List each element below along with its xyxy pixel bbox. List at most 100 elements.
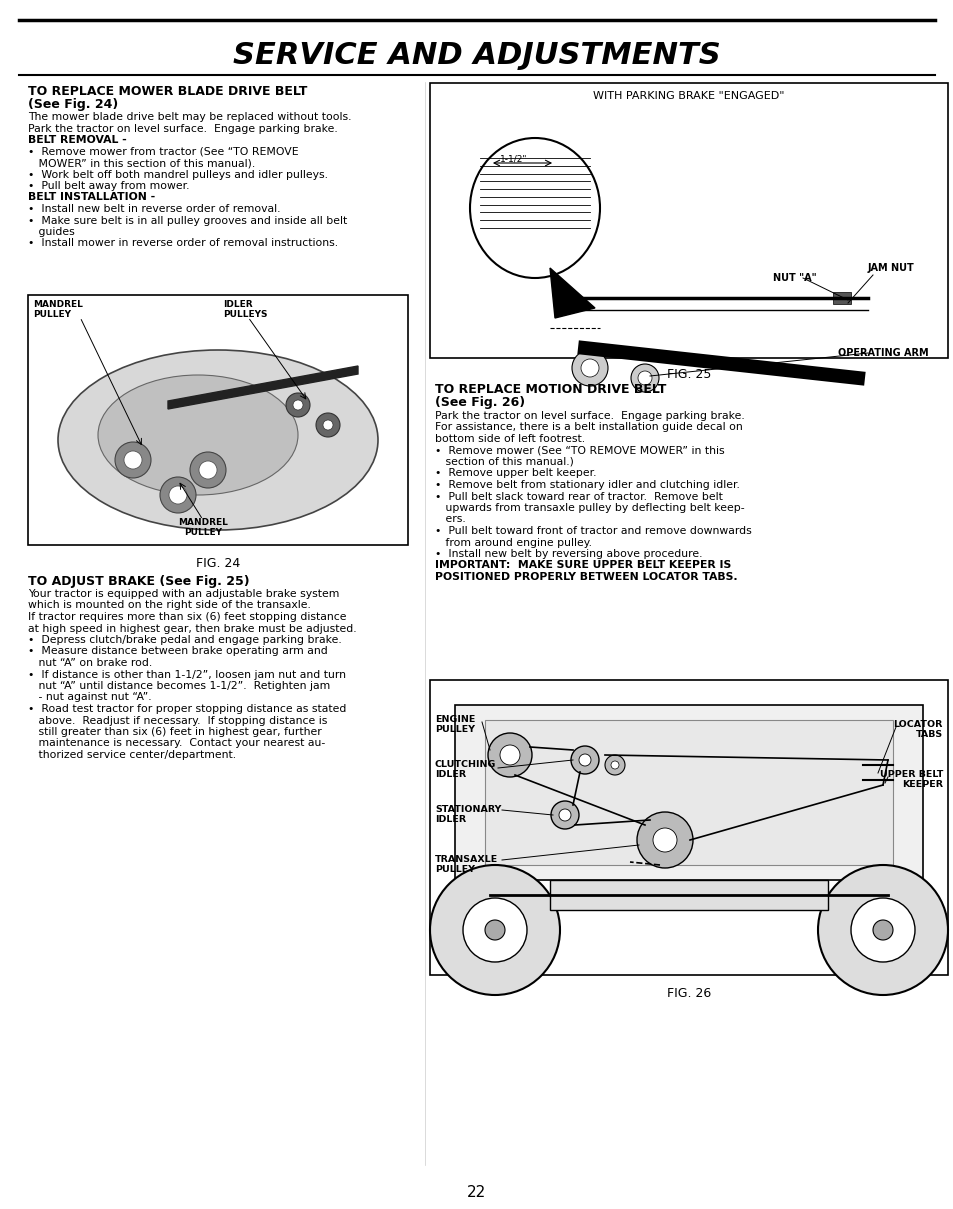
Circle shape bbox=[817, 864, 947, 995]
Text: MANDREL
PULLEY: MANDREL PULLEY bbox=[33, 300, 83, 319]
Text: For assistance, there is a belt installation guide decal on: For assistance, there is a belt installa… bbox=[435, 422, 742, 433]
Text: LOCATOR
TABS: LOCATOR TABS bbox=[893, 721, 942, 740]
Circle shape bbox=[286, 393, 310, 417]
Text: which is mounted on the right side of the transaxle.: which is mounted on the right side of th… bbox=[28, 601, 311, 611]
Text: IMPORTANT:  MAKE SURE UPPER BELT KEEPER IS: IMPORTANT: MAKE SURE UPPER BELT KEEPER I… bbox=[435, 561, 731, 571]
Text: •  Road test tractor for proper stopping distance as stated: • Road test tractor for proper stopping … bbox=[28, 704, 346, 715]
Text: from around engine pulley.: from around engine pulley. bbox=[435, 538, 592, 548]
Polygon shape bbox=[550, 268, 595, 318]
Circle shape bbox=[169, 486, 187, 504]
Text: nut “A” until distance becomes 1-1/2”.  Retighten jam: nut “A” until distance becomes 1-1/2”. R… bbox=[28, 681, 330, 692]
Circle shape bbox=[850, 898, 914, 962]
Text: nut “A” on brake rod.: nut “A” on brake rod. bbox=[28, 658, 152, 669]
Text: JAM NUT: JAM NUT bbox=[867, 264, 914, 273]
Circle shape bbox=[488, 733, 532, 777]
Circle shape bbox=[652, 828, 677, 852]
Text: FIG. 24: FIG. 24 bbox=[195, 557, 240, 569]
Circle shape bbox=[580, 359, 598, 377]
Text: maintenance is necessary.  Contact your nearest au-: maintenance is necessary. Contact your n… bbox=[28, 739, 325, 748]
Text: NUT "A": NUT "A" bbox=[772, 273, 816, 283]
Circle shape bbox=[551, 802, 578, 829]
Circle shape bbox=[315, 413, 339, 436]
Ellipse shape bbox=[470, 138, 599, 278]
Bar bbox=[484, 721, 892, 864]
Text: •  Install new belt by reversing above procedure.: • Install new belt by reversing above pr… bbox=[435, 549, 701, 559]
Text: upwards from transaxle pulley by deflecting belt keep-: upwards from transaxle pulley by deflect… bbox=[435, 503, 744, 513]
Text: OPERATING ARM: OPERATING ARM bbox=[837, 348, 927, 358]
Text: ers.: ers. bbox=[435, 515, 465, 525]
Circle shape bbox=[199, 461, 216, 479]
Text: thorized service center/department.: thorized service center/department. bbox=[28, 750, 236, 760]
Text: TO REPLACE MOTION DRIVE BELT: TO REPLACE MOTION DRIVE BELT bbox=[435, 383, 666, 397]
Circle shape bbox=[572, 349, 607, 386]
Text: SERVICE AND ADJUSTMENTS: SERVICE AND ADJUSTMENTS bbox=[233, 40, 720, 69]
Text: TO ADJUST BRAKE (See Fig. 25): TO ADJUST BRAKE (See Fig. 25) bbox=[28, 575, 250, 588]
Text: POSITIONED PROPERLY BETWEEN LOCATOR TABS.: POSITIONED PROPERLY BETWEEN LOCATOR TABS… bbox=[435, 572, 737, 582]
Text: 22: 22 bbox=[467, 1185, 486, 1201]
Text: •  Pull belt slack toward rear of tractor.  Remove belt: • Pull belt slack toward rear of tractor… bbox=[435, 492, 722, 502]
Circle shape bbox=[190, 452, 226, 488]
Text: CLUTCHING
IDLER: CLUTCHING IDLER bbox=[435, 760, 496, 780]
Text: IDLER
PULLEYS: IDLER PULLEYS bbox=[223, 300, 267, 319]
Text: •  Depress clutch/brake pedal and engage parking brake.: • Depress clutch/brake pedal and engage … bbox=[28, 635, 341, 644]
Polygon shape bbox=[168, 366, 357, 409]
Text: Your tractor is equipped with an adjustable brake system: Your tractor is equipped with an adjusta… bbox=[28, 589, 339, 598]
Text: •  Work belt off both mandrel pulleys and idler pulleys.: • Work belt off both mandrel pulleys and… bbox=[28, 169, 328, 179]
Text: ENGINE
PULLEY: ENGINE PULLEY bbox=[435, 715, 475, 734]
Text: Park the tractor on level surface.  Engage parking brake.: Park the tractor on level surface. Engag… bbox=[28, 123, 337, 133]
Circle shape bbox=[430, 864, 559, 995]
Text: •  Make sure belt is in all pulley grooves and inside all belt: • Make sure belt is in all pulley groove… bbox=[28, 215, 347, 226]
Circle shape bbox=[571, 746, 598, 774]
Bar bbox=[832, 293, 850, 303]
Circle shape bbox=[638, 371, 651, 384]
Bar bbox=[430, 83, 947, 358]
Text: guides: guides bbox=[28, 227, 74, 237]
Text: •  Remove upper belt keeper.: • Remove upper belt keeper. bbox=[435, 469, 596, 479]
Text: UPPER BELT
KEEPER: UPPER BELT KEEPER bbox=[879, 770, 942, 789]
Text: WITH PARKING BRAKE "ENGAGED": WITH PARKING BRAKE "ENGAGED" bbox=[593, 91, 784, 102]
Text: still greater than six (6) feet in highest gear, further: still greater than six (6) feet in highe… bbox=[28, 727, 321, 737]
Circle shape bbox=[872, 920, 892, 941]
Text: (See Fig. 24): (See Fig. 24) bbox=[28, 98, 118, 111]
Text: TRANSAXLE
PULLEY: TRANSAXLE PULLEY bbox=[435, 855, 497, 874]
Text: •  Pull belt away from mower.: • Pull belt away from mower. bbox=[28, 181, 190, 191]
Text: •  Measure distance between brake operating arm and: • Measure distance between brake operati… bbox=[28, 647, 328, 656]
Text: •  Pull belt toward front of tractor and remove downwards: • Pull belt toward front of tractor and … bbox=[435, 526, 751, 536]
Circle shape bbox=[484, 920, 504, 941]
Text: The mower blade drive belt may be replaced without tools.: The mower blade drive belt may be replac… bbox=[28, 112, 351, 122]
Ellipse shape bbox=[98, 375, 297, 494]
Circle shape bbox=[637, 812, 692, 868]
Bar bbox=[455, 705, 923, 880]
Ellipse shape bbox=[58, 349, 377, 530]
Circle shape bbox=[558, 809, 571, 821]
Text: (See Fig. 26): (See Fig. 26) bbox=[435, 397, 524, 409]
Circle shape bbox=[499, 745, 519, 765]
Text: at high speed in highest gear, then brake must be adjusted.: at high speed in highest gear, then brak… bbox=[28, 624, 356, 634]
Text: - nut against nut “A”.: - nut against nut “A”. bbox=[28, 693, 152, 702]
Text: FIG. 25: FIG. 25 bbox=[666, 368, 710, 381]
Bar bbox=[28, 295, 408, 545]
Circle shape bbox=[160, 478, 195, 513]
Text: FIG. 26: FIG. 26 bbox=[666, 987, 710, 1000]
Circle shape bbox=[293, 400, 303, 410]
Text: •  Remove belt from stationary idler and clutching idler.: • Remove belt from stationary idler and … bbox=[435, 480, 740, 490]
Bar bbox=[430, 679, 947, 974]
Text: Park the tractor on level surface.  Engage parking brake.: Park the tractor on level surface. Engag… bbox=[435, 411, 744, 421]
Bar bbox=[550, 880, 827, 910]
Text: •  Install new belt in reverse order of removal.: • Install new belt in reverse order of r… bbox=[28, 204, 280, 214]
Circle shape bbox=[630, 364, 659, 392]
Circle shape bbox=[323, 420, 333, 430]
Text: BELT REMOVAL -: BELT REMOVAL - bbox=[28, 135, 127, 145]
Text: MANDREL
PULLEY: MANDREL PULLEY bbox=[178, 517, 228, 537]
Circle shape bbox=[610, 760, 618, 769]
Text: section of this manual.): section of this manual.) bbox=[435, 457, 574, 467]
Circle shape bbox=[578, 754, 590, 767]
Text: •  If distance is other than 1-1/2”, loosen jam nut and turn: • If distance is other than 1-1/2”, loos… bbox=[28, 670, 346, 679]
Text: If tractor requires more than six (6) feet stopping distance: If tractor requires more than six (6) fe… bbox=[28, 612, 346, 621]
Text: •  Remove mower (See “TO REMOVE MOWER” in this: • Remove mower (See “TO REMOVE MOWER” in… bbox=[435, 445, 724, 456]
Circle shape bbox=[604, 754, 624, 775]
Text: 1-1/2": 1-1/2" bbox=[499, 155, 527, 164]
Text: STATIONARY
IDLER: STATIONARY IDLER bbox=[435, 805, 501, 825]
Text: •  Install mower in reverse order of removal instructions.: • Install mower in reverse order of remo… bbox=[28, 238, 337, 249]
Text: •  Remove mower from tractor (See “TO REMOVE: • Remove mower from tractor (See “TO REM… bbox=[28, 146, 298, 156]
